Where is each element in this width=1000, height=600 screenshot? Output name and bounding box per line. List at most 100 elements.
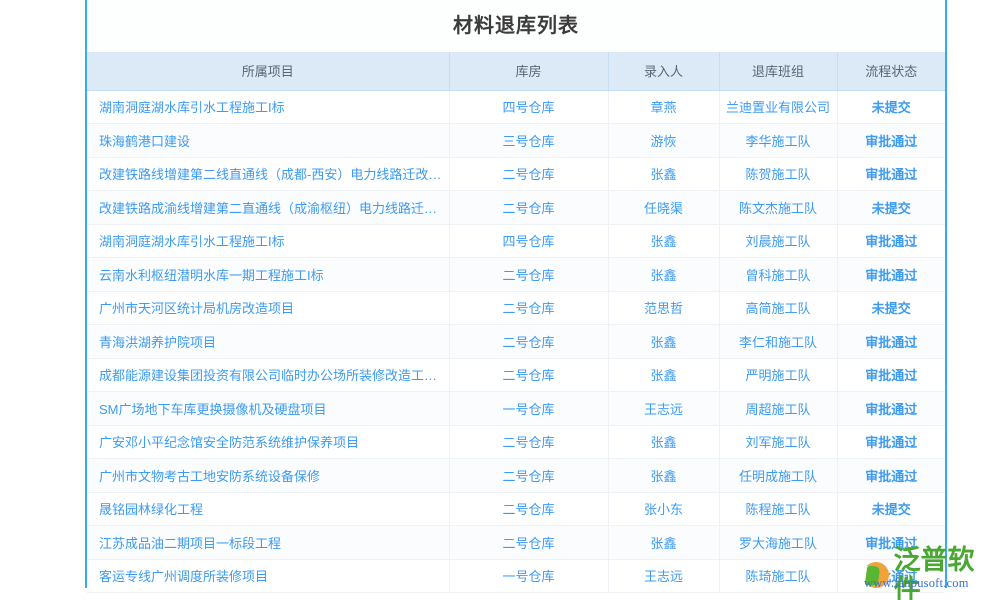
cell-project[interactable]: 珠海鹤港口建设 (87, 123, 450, 158)
cell-store: 三号仓库 (449, 123, 609, 158)
table-row[interactable]: 改建铁路线增建第二线直通线（成都-西安）电力线路迁改工程 二号仓库 张鑫 陈贺施工队审… (87, 157, 945, 191)
column-header-status[interactable]: 流程状态 (837, 52, 945, 91)
cell-project[interactable]: 改建铁路线增建第二线直通线（成都-西安）电力线路迁改工程 (87, 157, 450, 191)
cell-enterer: 王志远 (608, 559, 720, 593)
cell-status: 审批通过 (837, 358, 945, 392)
cell-enterer: 王志远 (608, 391, 720, 426)
table-row[interactable]: 云南水利枢纽潜明水库一期工程施工I标 二号仓库 张鑫 曾科施工队 审批通过 (87, 257, 945, 292)
cell-enterer: 张鑫 (608, 458, 720, 493)
cell-team: 陈贺施工队 (719, 157, 838, 191)
table-row[interactable]: 青海洪湖养护院项目 二号仓库 张鑫 李仁和施工队 审批通过 (87, 324, 945, 359)
column-header-store[interactable]: 库房 (449, 52, 609, 91)
cell-project[interactable]: 青海洪湖养护院项目 (87, 324, 450, 359)
cell-status: 审批通过 (837, 123, 945, 158)
cell-store: 一号仓库 (449, 559, 609, 593)
cell-project[interactable]: SM广场地下车库更换摄像机及硬盘项目 (87, 391, 450, 426)
cell-status: 审批通过 (837, 224, 945, 258)
cell-enterer: 张鑫 (608, 224, 720, 258)
material-return-table: 所属项目 库房 录入人 退库班组 流程状态 湖南洞庭湖水库引水工程施工I标 四号仓… (87, 52, 945, 593)
cell-store: 二号仓库 (449, 190, 609, 225)
cell-status: 未提交 (837, 190, 945, 225)
cell-project[interactable]: 客运专线广州调度所装修项目 (87, 559, 450, 593)
cell-team: 李仁和施工队 (719, 324, 838, 359)
cell-status: 审批通过 (837, 257, 945, 292)
table-row[interactable]: 广安邓小平纪念馆安全防范系统维护保养项目 二号仓库 张鑫 刘军施工队 审批通过 (87, 425, 945, 459)
cell-team: 李华施工队 (719, 123, 838, 158)
cell-enterer: 张小东 (608, 492, 720, 526)
cell-enterer: 张鑫 (608, 324, 720, 359)
table-body: 湖南洞庭湖水库引水工程施工I标 四号仓库 章燕 兰迪置业有限公司 未提交 珠海鹤港口建设三… (87, 90, 945, 593)
cell-status: 未提交 (837, 492, 945, 526)
cell-enterer: 范思哲 (608, 291, 720, 325)
table-row[interactable]: 改建铁路成渝线增建第二直通线（成渝枢纽）电力线路迁改工程 二号仓库 任晓渠 陈文杰施工… (87, 190, 945, 225)
cell-enterer: 游恢 (608, 123, 720, 158)
cell-project[interactable]: 湖南洞庭湖水库引水工程施工I标 (87, 90, 450, 124)
cell-store: 二号仓库 (449, 492, 609, 526)
cell-project[interactable]: 湖南洞庭湖水库引水工程施工I标 (87, 224, 450, 258)
cell-project[interactable]: 成都能源建设集团投资有限公司临时办公场所装修改造工程EPC... (87, 358, 450, 392)
cell-status: 未提交 (837, 90, 945, 124)
table-header-row: 所属项目 库房 录入人 退库班组 流程状态 (87, 52, 945, 91)
cell-project[interactable]: 广州市天河区统计局机房改造项目 (87, 291, 450, 325)
table-row[interactable]: SM广场地下车库更换摄像机及硬盘项目 一号仓库 王志远 周超施工队 审批通过 (87, 391, 945, 426)
column-header-enterer[interactable]: 录入人 (608, 52, 720, 91)
cell-status: 审批通过 (837, 425, 945, 459)
cell-enterer: 张鑫 (608, 257, 720, 292)
table-row[interactable]: 广州市天河区统计局机房改造项目 二号仓库 范思哲 高简施工队 未提交 (87, 291, 945, 325)
cell-team: 周超施工队 (719, 391, 838, 426)
cell-enterer: 张鑫 (608, 425, 720, 459)
cell-team: 刘军施工队 (719, 425, 838, 459)
cell-store: 二号仓库 (449, 324, 609, 359)
cell-project[interactable]: 云南水利枢纽潜明水库一期工程施工I标 (87, 257, 450, 292)
cell-enterer: 任晓渠 (608, 190, 720, 225)
cell-project[interactable]: 广州市文物考古工地安防系统设备保修 (87, 458, 450, 493)
cell-team: 陈琦施工队 (719, 559, 838, 593)
cell-status: 未提交 (837, 291, 945, 325)
table-row[interactable]: 湖南洞庭湖水库引水工程施工I标 四号仓库 张鑫 刘晨施工队 审批通过 (87, 224, 945, 258)
cell-enterer: 章燕 (608, 90, 720, 124)
cell-project[interactable]: 江苏成品油二期项目一标段工程 (87, 525, 450, 560)
cell-store: 一号仓库 (449, 391, 609, 426)
table-row[interactable]: 珠海鹤港口建设 三号仓库 游恢 李华施工队 审批通过 (87, 123, 945, 158)
cell-status: 审批通过 (837, 157, 945, 191)
table-row[interactable]: 客运专线广州调度所装修项目 一号仓库 王志远 陈琦施工队 审批通过 (87, 559, 945, 593)
cell-project[interactable]: 晟铭园林绿化工程 (87, 492, 450, 526)
cell-enterer: 张鑫 (608, 157, 720, 191)
table-row[interactable]: 江苏成品油二期项目一标段工程 二号仓库 张鑫 罗大海施工队 审批通过 (87, 525, 945, 560)
cell-status: 审批通过 (837, 324, 945, 359)
cell-status: 审批通过 (837, 458, 945, 493)
cell-store: 二号仓库 (449, 157, 609, 191)
cell-store: 二号仓库 (449, 358, 609, 392)
cell-team: 刘晨施工队 (719, 224, 838, 258)
cell-store: 二号仓库 (449, 257, 609, 292)
column-header-team[interactable]: 退库班组 (719, 52, 838, 91)
cell-team: 任明成施工队 (719, 458, 838, 493)
cell-store: 四号仓库 (449, 90, 609, 124)
column-header-project[interactable]: 所属项目 (87, 52, 450, 91)
cell-status: 审批通过 (837, 391, 945, 426)
table-row[interactable]: 湖南洞庭湖水库引水工程施工I标 四号仓库 章燕 兰迪置业有限公司 未提交 (87, 90, 945, 124)
cell-store: 二号仓库 (449, 458, 609, 493)
table-row[interactable]: 晟铭园林绿化工程 二号仓库 张小东 陈程施工队 未提交 (87, 492, 945, 526)
cell-team: 陈程施工队 (719, 492, 838, 526)
cell-team: 曾科施工队 (719, 257, 838, 292)
page-title: 材料退库列表 (87, 0, 945, 52)
cell-project[interactable]: 改建铁路成渝线增建第二直通线（成渝枢纽）电力线路迁改工程 (87, 190, 450, 225)
cell-team: 兰迪置业有限公司 (719, 90, 838, 124)
cell-store: 二号仓库 (449, 425, 609, 459)
cell-store: 二号仓库 (449, 291, 609, 325)
cell-enterer: 张鑫 (608, 358, 720, 392)
cell-store: 四号仓库 (449, 224, 609, 258)
cell-status: 审批通过 (837, 525, 945, 560)
cell-status: 审批通过 (837, 559, 945, 593)
cell-project[interactable]: 广安邓小平纪念馆安全防范系统维护保养项目 (87, 425, 450, 459)
table-row[interactable]: 广州市文物考古工地安防系统设备保修 二号仓库 张鑫 任明成施工队 审批通过 (87, 458, 945, 493)
cell-team: 罗大海施工队 (719, 525, 838, 560)
cell-team: 高简施工队 (719, 291, 838, 325)
table-row[interactable]: 成都能源建设集团投资有限公司临时办公场所装修改造工程EPC... 二号仓库 张鑫 严明… (87, 358, 945, 392)
table-header: 所属项目 库房 录入人 退库班组 流程状态 (87, 52, 945, 91)
cell-store: 二号仓库 (449, 525, 609, 560)
material-return-list-panel: 材料退库列表 所属项目 库房 录入人 退库班组 流程状态 湖南洞庭湖水库引水工程… (85, 0, 947, 593)
cell-team: 严明施工队 (719, 358, 838, 392)
